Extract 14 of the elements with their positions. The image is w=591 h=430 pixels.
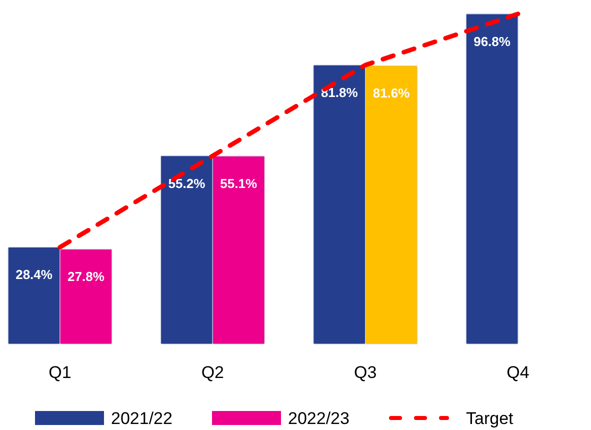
x-tick-label: Q3 [354, 363, 377, 382]
data-label: 28.4% [16, 267, 53, 282]
x-tick-label: Q1 [48, 363, 72, 382]
bar [466, 14, 518, 344]
data-label: 96.8% [474, 34, 511, 49]
data-label: 27.8% [68, 269, 105, 284]
data-label: 55.2% [168, 176, 206, 191]
legend-label: Target [466, 409, 514, 428]
data-label: 81.6% [372, 86, 410, 101]
legend-label: 2022/23 [288, 409, 350, 428]
legend-label: 2021/22 [111, 409, 172, 428]
x-tick-label: Q4 [506, 363, 530, 382]
x-tick-label: Q2 [201, 363, 224, 382]
data-label: 55.1% [220, 176, 258, 192]
